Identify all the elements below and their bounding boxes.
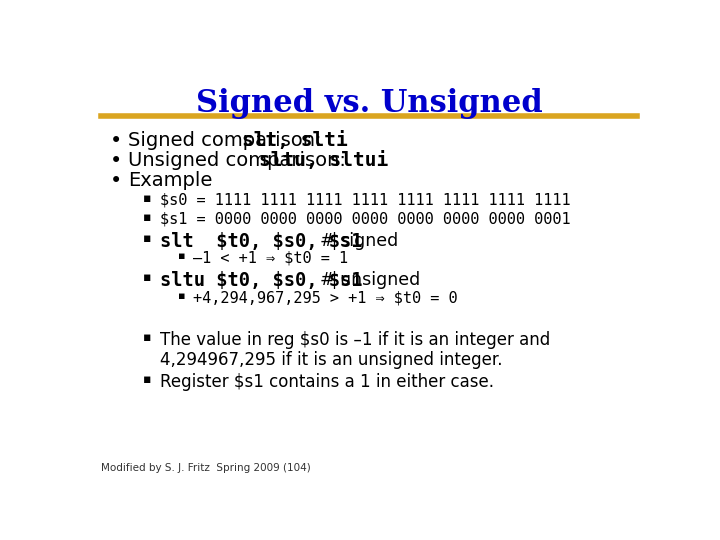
Text: Modified by S. J. Fritz  Spring 2009 (104): Modified by S. J. Fritz Spring 2009 (104… [101, 463, 311, 473]
Text: Signed comparison:: Signed comparison: [128, 131, 328, 150]
Text: slt, slti: slt, slti [243, 131, 348, 150]
Text: –1 < +1 ⇒ $t0 = 1: –1 < +1 ⇒ $t0 = 1 [193, 251, 348, 266]
Text: 4,294967,295 if it is an unsigned integer.: 4,294967,295 if it is an unsigned intege… [160, 351, 503, 369]
Text: ▪: ▪ [143, 331, 151, 344]
Text: The value in reg $s0 is –1 if it is an integer and: The value in reg $s0 is –1 if it is an i… [160, 331, 550, 349]
Text: ▪: ▪ [178, 251, 186, 261]
Text: # signed: # signed [310, 232, 399, 250]
Text: ▪: ▪ [143, 373, 151, 386]
Text: sltu, sltui: sltu, sltui [259, 151, 388, 170]
Text: ▪: ▪ [143, 211, 151, 224]
Text: •: • [109, 171, 122, 191]
Text: •: • [109, 151, 122, 171]
Text: ▪: ▪ [178, 291, 186, 301]
Text: $s1 = 0000 0000 0000 0000 0000 0000 0000 0001: $s1 = 0000 0000 0000 0000 0000 0000 0000… [160, 211, 570, 226]
Text: ▪: ▪ [143, 192, 151, 205]
Text: •: • [109, 131, 122, 151]
Text: ▪: ▪ [143, 232, 151, 245]
Text: $s0 = 1111 1111 1111 1111 1111 1111 1111 1111: $s0 = 1111 1111 1111 1111 1111 1111 1111… [160, 192, 570, 207]
Text: Unsigned comparison:: Unsigned comparison: [128, 151, 352, 170]
Text: sltu $t0, $s0, $s1: sltu $t0, $s0, $s1 [160, 272, 362, 291]
Text: Register $s1 contains a 1 in either case.: Register $s1 contains a 1 in either case… [160, 373, 494, 392]
Text: ▪: ▪ [143, 272, 151, 285]
Text: Signed vs. Unsigned: Signed vs. Unsigned [196, 87, 542, 119]
Text: slt  $t0, $s0, $s1: slt $t0, $s0, $s1 [160, 232, 362, 251]
Text: # unsigned: # unsigned [310, 272, 420, 289]
Text: Example: Example [128, 171, 212, 190]
Text: +4,294,967,295 > +1 ⇒ $t0 = 0: +4,294,967,295 > +1 ⇒ $t0 = 0 [193, 291, 458, 306]
